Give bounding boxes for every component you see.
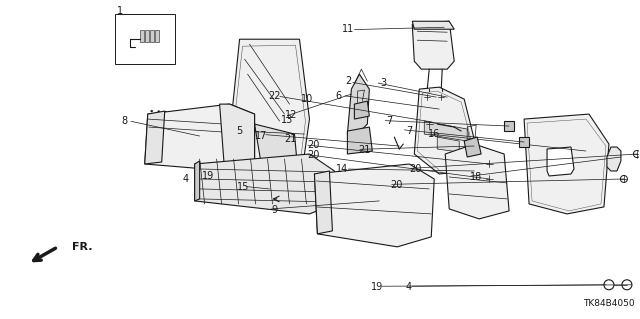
- Polygon shape: [195, 161, 200, 201]
- Polygon shape: [220, 104, 255, 171]
- Text: 20: 20: [307, 140, 319, 150]
- Text: 19: 19: [371, 282, 383, 292]
- Text: 20: 20: [409, 164, 422, 174]
- Polygon shape: [412, 21, 454, 69]
- Text: 7: 7: [406, 126, 412, 136]
- Text: 19: 19: [202, 171, 214, 182]
- Text: 1: 1: [116, 6, 123, 16]
- Circle shape: [200, 114, 202, 115]
- Text: 3: 3: [380, 78, 387, 88]
- Text: 21: 21: [358, 145, 371, 155]
- Polygon shape: [464, 137, 481, 157]
- Text: 6: 6: [335, 91, 342, 101]
- Text: 10: 10: [301, 94, 313, 104]
- Circle shape: [179, 112, 180, 114]
- Circle shape: [247, 131, 249, 133]
- Polygon shape: [547, 147, 574, 176]
- Text: 17: 17: [255, 130, 267, 141]
- Text: FR.: FR.: [72, 242, 92, 252]
- Circle shape: [241, 116, 244, 119]
- Polygon shape: [355, 101, 369, 119]
- Polygon shape: [607, 147, 621, 171]
- Text: 7: 7: [387, 116, 393, 126]
- Circle shape: [246, 125, 248, 127]
- Polygon shape: [225, 39, 310, 199]
- Text: 4: 4: [182, 174, 188, 184]
- Polygon shape: [348, 74, 369, 134]
- Circle shape: [221, 115, 223, 117]
- Text: 5: 5: [236, 126, 243, 136]
- Circle shape: [207, 114, 209, 116]
- Circle shape: [172, 112, 173, 114]
- Circle shape: [250, 143, 252, 145]
- Circle shape: [193, 113, 195, 115]
- Text: 22: 22: [268, 91, 281, 101]
- Text: 16: 16: [428, 129, 440, 139]
- Polygon shape: [145, 111, 164, 164]
- Text: 12: 12: [285, 110, 297, 120]
- Circle shape: [551, 149, 567, 165]
- Text: 18: 18: [470, 172, 482, 182]
- Circle shape: [251, 149, 253, 151]
- Polygon shape: [140, 30, 144, 42]
- Circle shape: [164, 111, 166, 113]
- Polygon shape: [524, 114, 609, 214]
- Text: 11: 11: [342, 24, 355, 34]
- Polygon shape: [145, 30, 148, 42]
- Polygon shape: [504, 121, 514, 131]
- Circle shape: [151, 110, 153, 112]
- Text: 13: 13: [282, 115, 294, 125]
- Circle shape: [214, 115, 216, 116]
- Circle shape: [244, 113, 246, 115]
- Polygon shape: [445, 144, 509, 219]
- Polygon shape: [155, 30, 159, 42]
- Circle shape: [157, 111, 160, 113]
- Polygon shape: [348, 127, 372, 154]
- Text: 15: 15: [237, 182, 249, 192]
- Polygon shape: [424, 121, 467, 141]
- Circle shape: [235, 116, 237, 118]
- Circle shape: [252, 155, 254, 157]
- Text: 4: 4: [406, 282, 412, 292]
- Text: 8: 8: [122, 116, 127, 126]
- Polygon shape: [145, 104, 255, 171]
- Polygon shape: [414, 87, 479, 174]
- Text: 9: 9: [271, 205, 278, 215]
- Polygon shape: [314, 171, 332, 234]
- Circle shape: [228, 115, 230, 118]
- Text: 14: 14: [335, 164, 348, 174]
- Circle shape: [186, 113, 188, 115]
- Polygon shape: [255, 124, 300, 189]
- Text: 20: 20: [307, 150, 319, 160]
- Circle shape: [248, 137, 250, 139]
- Polygon shape: [519, 137, 529, 147]
- Text: 2: 2: [345, 77, 351, 86]
- Polygon shape: [412, 21, 454, 29]
- Circle shape: [244, 119, 247, 121]
- Polygon shape: [115, 14, 175, 64]
- Polygon shape: [195, 154, 335, 214]
- Polygon shape: [437, 137, 460, 152]
- Text: 20: 20: [390, 180, 403, 190]
- Polygon shape: [150, 30, 154, 42]
- Text: TK84B4050: TK84B4050: [583, 299, 635, 308]
- Polygon shape: [314, 164, 435, 247]
- Text: 21: 21: [285, 134, 297, 144]
